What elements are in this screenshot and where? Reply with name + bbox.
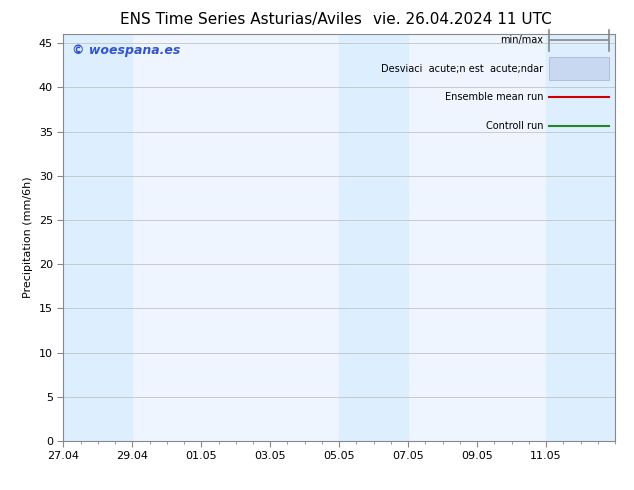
Text: © woespana.es: © woespana.es — [72, 45, 180, 57]
Bar — [63, 34, 133, 441]
Bar — [339, 34, 408, 441]
Bar — [546, 34, 615, 441]
FancyBboxPatch shape — [549, 57, 609, 80]
Text: ENS Time Series Asturias/Aviles: ENS Time Series Asturias/Aviles — [120, 12, 362, 27]
Text: vie. 26.04.2024 11 UTC: vie. 26.04.2024 11 UTC — [373, 12, 552, 27]
Text: Desviaci  acute;n est  acute;ndar: Desviaci acute;n est acute;ndar — [381, 64, 543, 74]
Text: min/max: min/max — [500, 35, 543, 46]
Text: Ensemble mean run: Ensemble mean run — [445, 92, 543, 102]
Text: Controll run: Controll run — [486, 121, 543, 131]
Y-axis label: Precipitation (mm/6h): Precipitation (mm/6h) — [23, 177, 34, 298]
